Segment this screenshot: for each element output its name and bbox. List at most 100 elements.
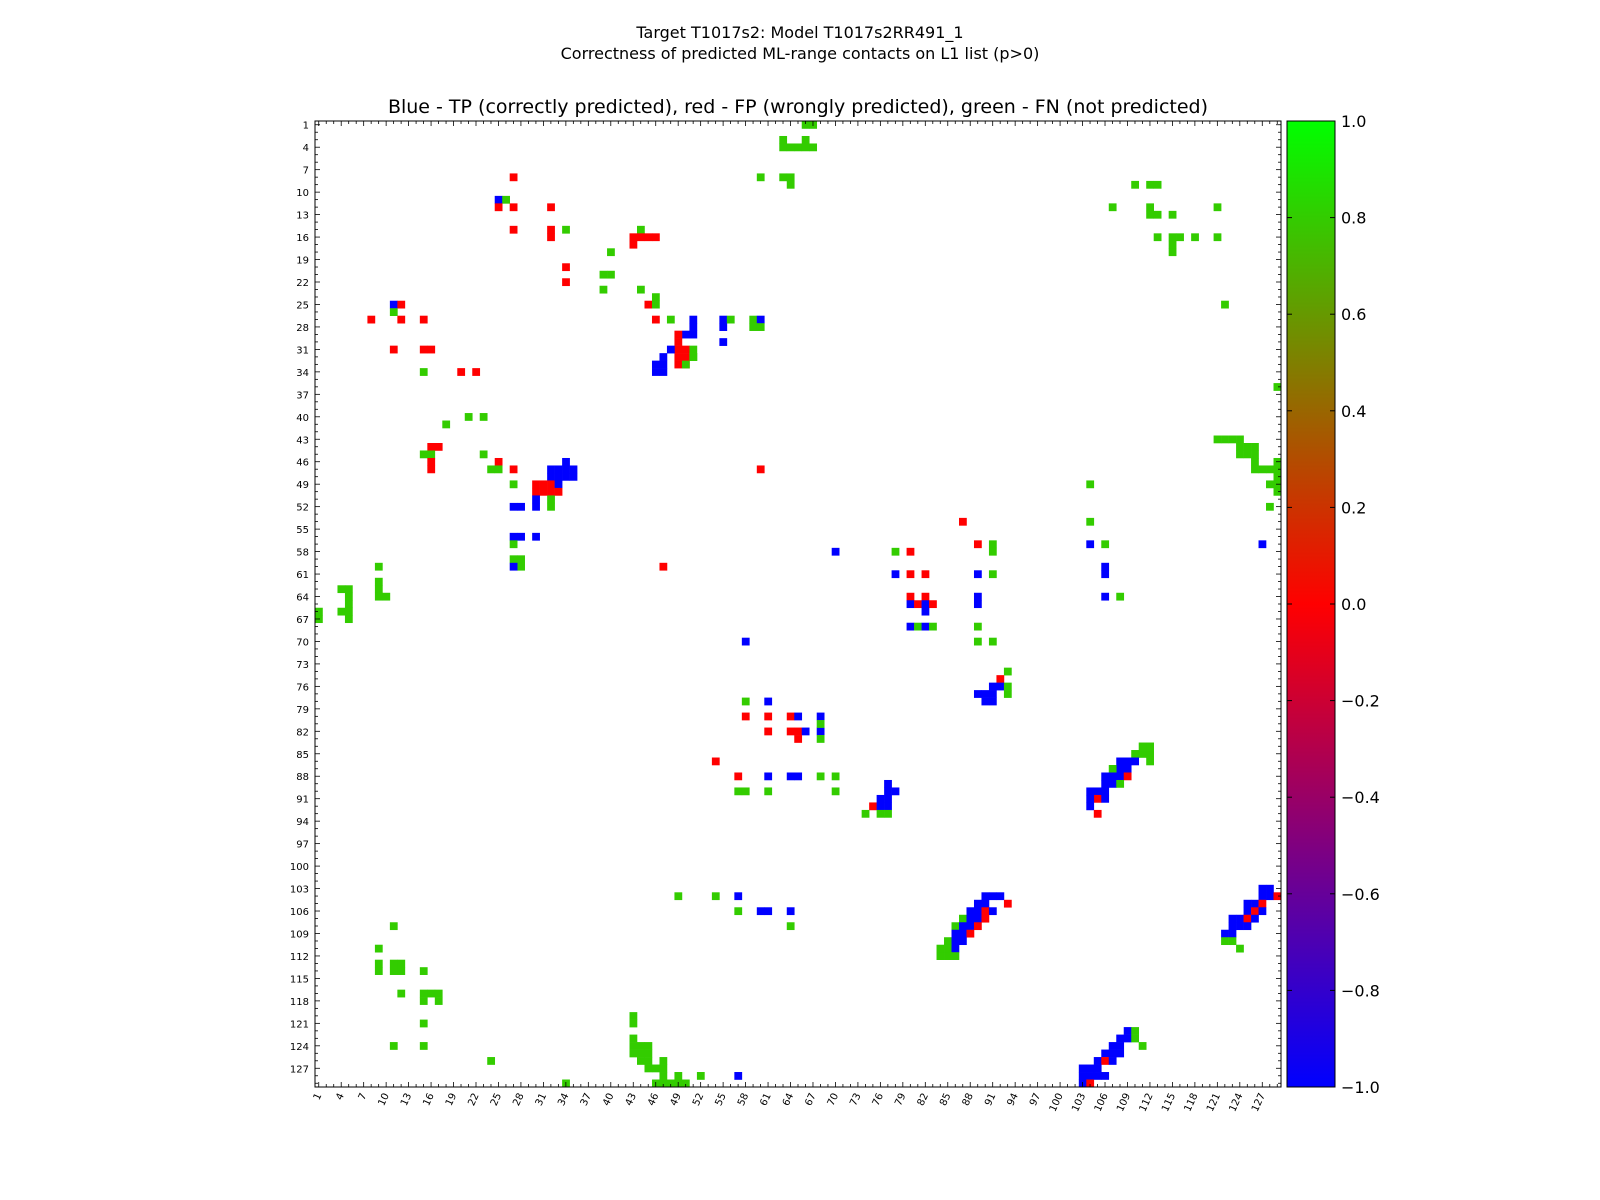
contact-cell-fn (1168, 210, 1177, 219)
contact-cell-tp (876, 794, 885, 803)
contact-cell-tp (1123, 765, 1132, 773)
contact-cell-tp (988, 697, 997, 706)
contact-cell-fn (1236, 443, 1244, 451)
contact-cell-tp (1236, 922, 1244, 931)
contact-cell-tp (951, 944, 960, 953)
contact-cell-fp (966, 929, 975, 938)
contact-cell-fn (659, 1064, 668, 1073)
contact-cell-fn (659, 1057, 668, 1065)
contact-cell-tp (1086, 787, 1095, 796)
y-tick-label: 40 (296, 413, 309, 424)
contact-cell-fn (1191, 233, 1199, 242)
contact-cell-fn (344, 585, 353, 594)
contact-cell-fp (741, 712, 750, 721)
contact-cell-fn (734, 787, 743, 796)
contact-cell-tp (756, 315, 765, 324)
contact-cell-tp (1108, 1057, 1117, 1065)
contact-cell-fp (996, 675, 1005, 683)
contact-cell-tp (734, 892, 743, 901)
contact-cell-tp (532, 532, 540, 541)
contact-cell-fn (749, 323, 758, 331)
contact-cell-fp (1003, 899, 1012, 908)
contact-cell-tp (659, 368, 668, 376)
contact-cell-fp (629, 240, 638, 249)
x-tick-label: 79 (893, 1092, 908, 1108)
contact-cell-fn (756, 173, 765, 182)
contact-cell-fp (1101, 1057, 1110, 1065)
contact-cell-tp (1093, 1057, 1102, 1065)
contact-cell-fn (1131, 750, 1140, 758)
contact-cell-fn (1236, 435, 1244, 444)
contact-cell-fn (1273, 465, 1282, 474)
x-tick-label: 85 (938, 1092, 953, 1108)
contact-cell-fn (951, 952, 960, 960)
contact-cell-fn (1228, 937, 1237, 946)
contact-cell-tp (996, 682, 1005, 691)
contact-cell-tp (988, 892, 997, 901)
contact-cell-fn (944, 944, 952, 953)
contact-cell-fp (637, 233, 645, 242)
contact-cell-fp (494, 203, 503, 212)
contact-cell-fn (779, 143, 788, 152)
contact-cell-tp (569, 465, 578, 474)
contact-cell-fp (629, 233, 638, 242)
contact-cell-fn (1243, 450, 1252, 459)
contact-cell-tp (921, 622, 930, 631)
contact-cell-fn (674, 1072, 683, 1080)
contact-cell-tp (884, 779, 892, 788)
y-tick-label: 88 (296, 772, 309, 783)
contact-cell-fp (1251, 907, 1259, 916)
y-tick-label: 70 (296, 637, 309, 648)
contact-cell-tp (651, 360, 660, 369)
contact-cell-tp (1086, 802, 1095, 811)
y-tick-label: 46 (296, 458, 309, 469)
contact-cell-fn (1146, 210, 1154, 219)
contact-cell-tp (884, 787, 892, 796)
contact-cell-fp (427, 465, 436, 474)
contact-cell-fn (711, 892, 720, 901)
x-tick-label: 43 (624, 1092, 639, 1108)
contact-cell-fn (374, 959, 383, 968)
contact-cell-fp (532, 480, 540, 489)
x-tick-label: 25 (489, 1092, 504, 1108)
contact-cell-fn (337, 585, 346, 594)
contact-cell-fn (479, 450, 488, 459)
contact-cell-fn (419, 450, 428, 459)
x-tick-label: 1 (312, 1092, 325, 1102)
contact-cell-fn (1273, 487, 1282, 496)
contact-cell-tp (1101, 1072, 1110, 1080)
colorbar-tick-label: 0.2 (1341, 498, 1366, 517)
contact-cell-fn (1131, 1034, 1140, 1043)
contact-cell-fn (1213, 435, 1222, 444)
colorbar-tick-label: −0.2 (1341, 692, 1380, 711)
contact-cell-fn (337, 607, 346, 616)
y-tick-label: 25 (296, 300, 309, 311)
contact-cell-fn (509, 555, 518, 564)
contact-cell-fn (419, 967, 428, 975)
contact-cell-tp (1093, 1064, 1102, 1073)
contact-cell-tp (1131, 757, 1140, 766)
colorbar-tick-label: −1.0 (1341, 1078, 1380, 1097)
contact-cell-fp (711, 757, 720, 766)
y-tick-label: 115 (290, 974, 309, 985)
contact-cell-fn (374, 562, 383, 571)
contact-cell-tp (1258, 884, 1267, 893)
contact-cell-fn (1221, 937, 1229, 946)
contact-cell-tp (1101, 787, 1110, 796)
x-tick-label: 61 (758, 1092, 773, 1108)
contact-cell-fn (1003, 682, 1012, 691)
colorbar-tick-label: 0.0 (1341, 595, 1366, 614)
contact-cell-fn (644, 1049, 653, 1058)
contact-cell-tp (988, 682, 997, 691)
contact-cell-tp (494, 195, 503, 204)
contact-cell-fn (629, 1042, 638, 1050)
x-tick-label: 7 (357, 1092, 370, 1102)
contact-cell-fn (816, 735, 825, 743)
contact-cell-fn (1266, 502, 1274, 511)
contact-cell-fn (801, 143, 810, 152)
contact-cell-tp (1123, 1034, 1132, 1043)
contact-cell-fp (509, 173, 518, 182)
contact-cell-tp (1108, 779, 1117, 788)
contact-cell-tp (1251, 914, 1259, 923)
